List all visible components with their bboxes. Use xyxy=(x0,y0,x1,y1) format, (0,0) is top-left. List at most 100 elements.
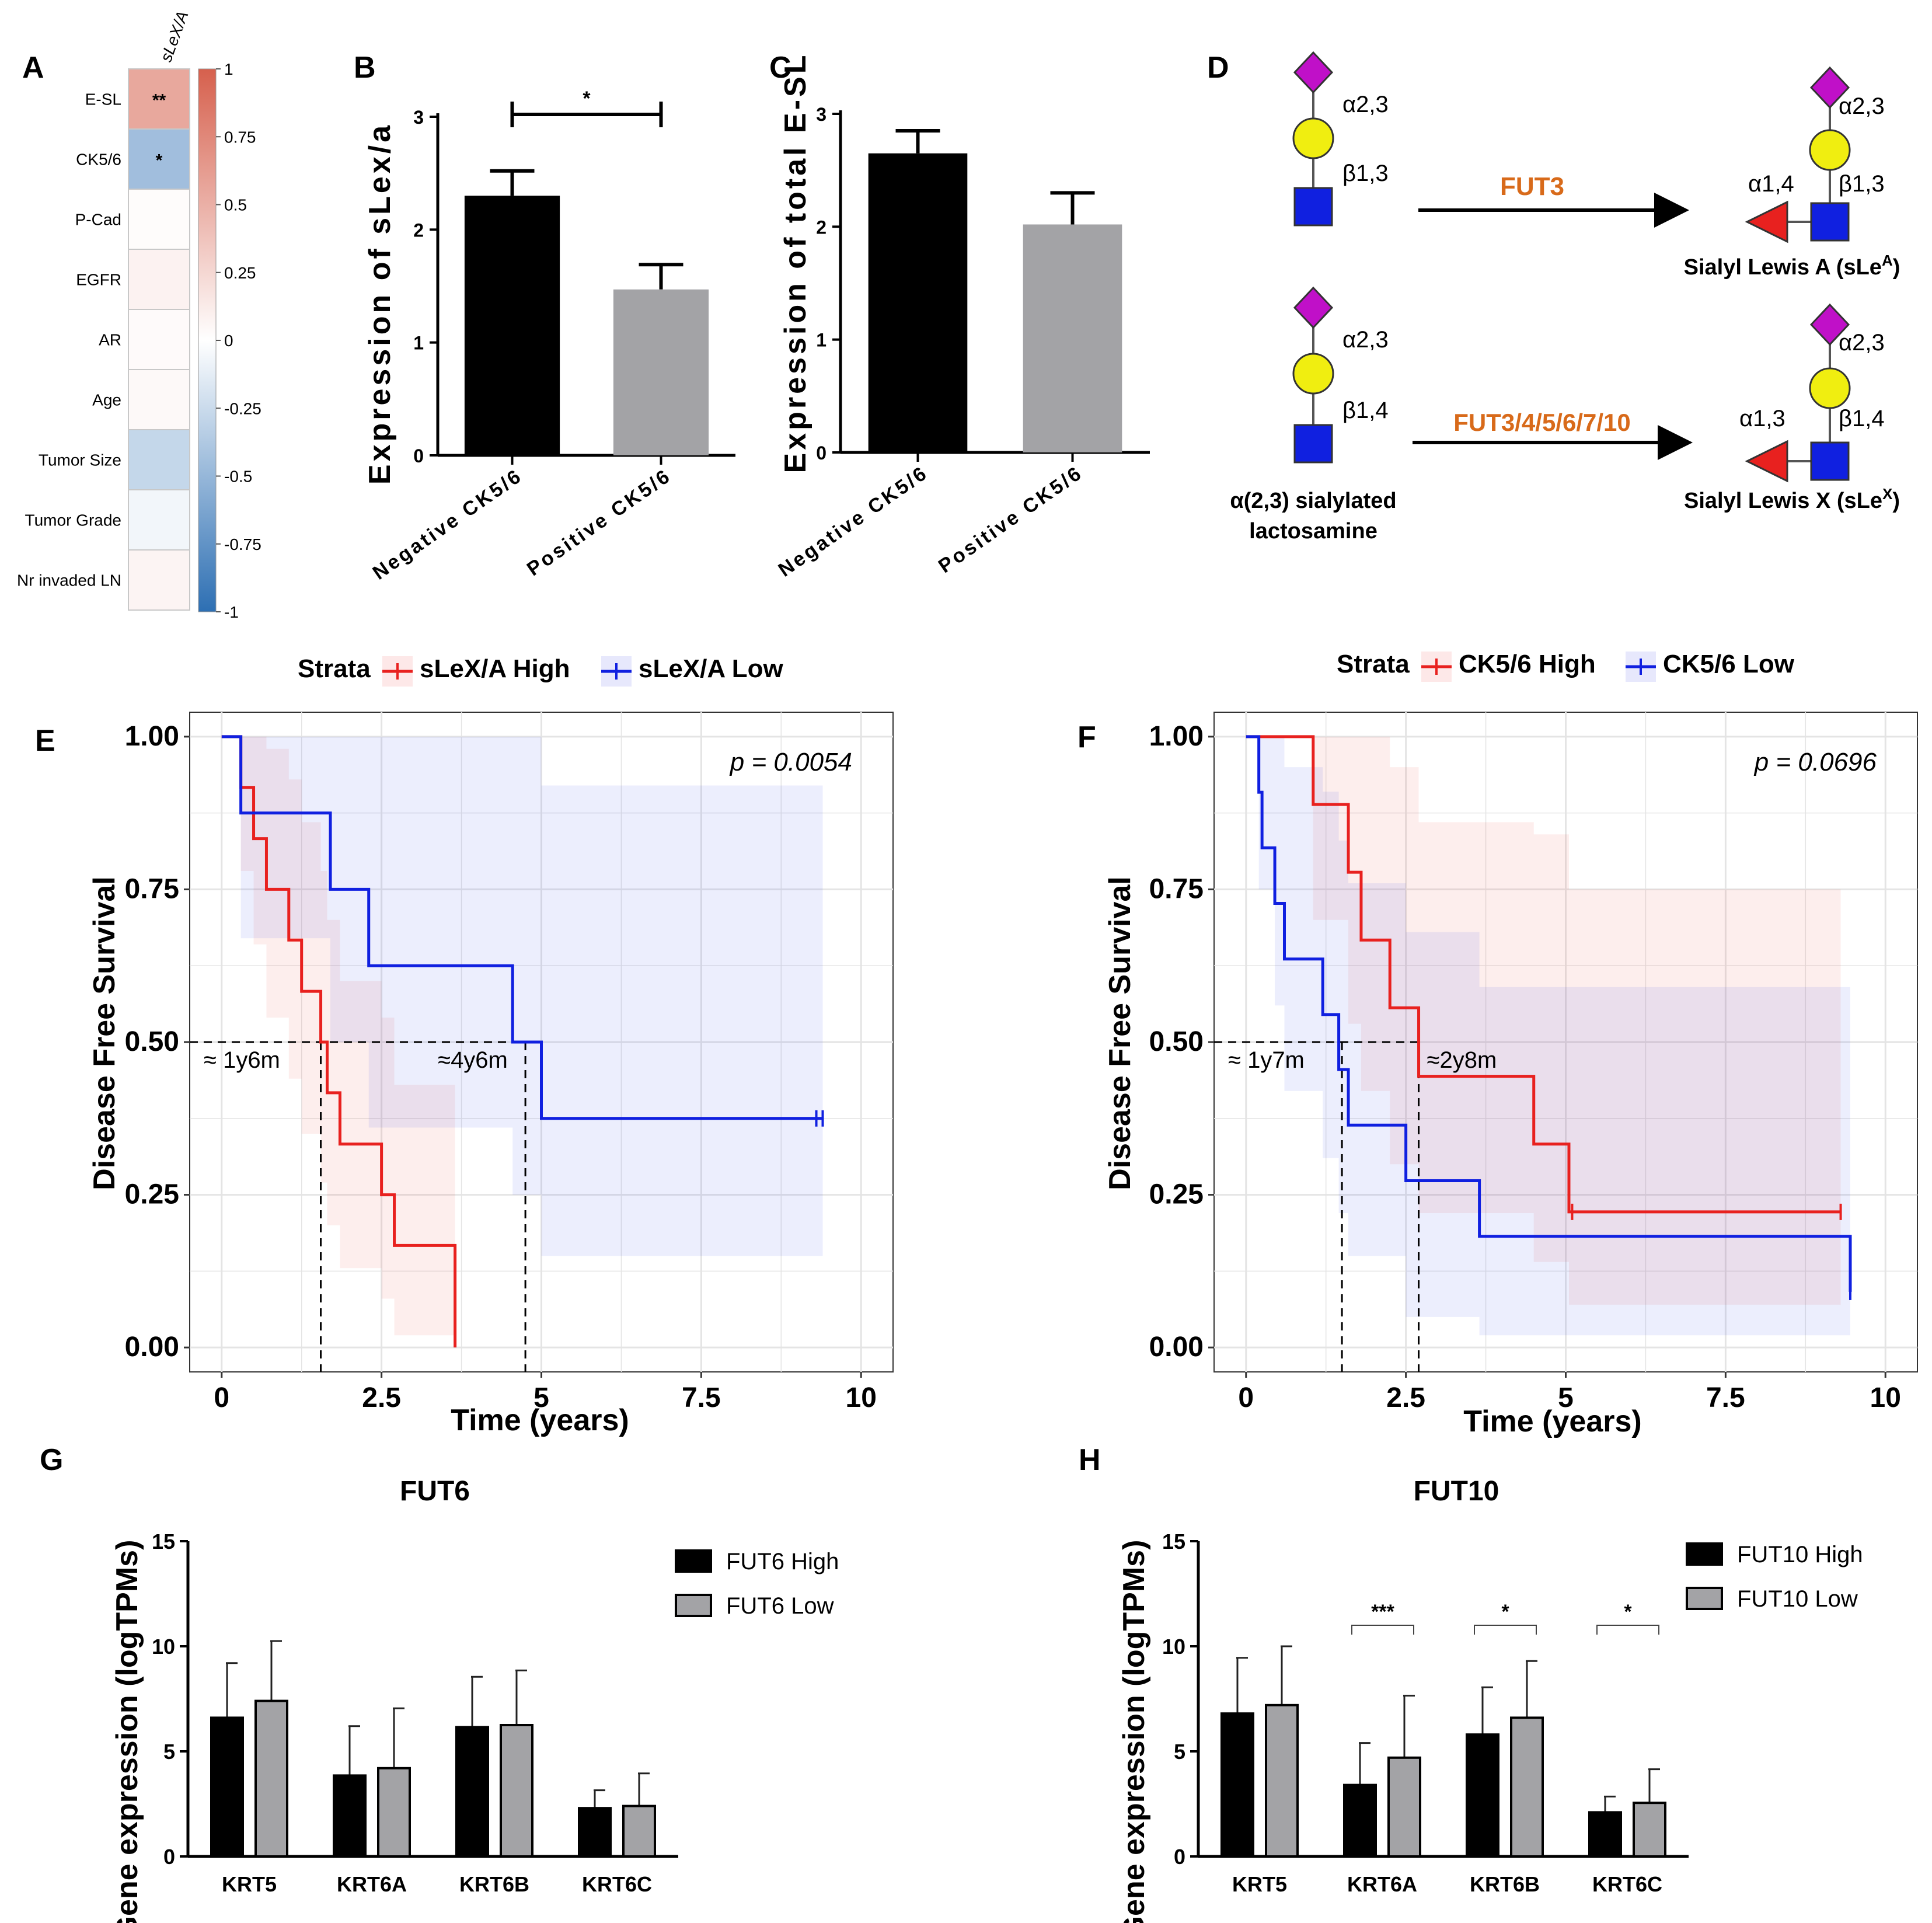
glcnac-square-icon xyxy=(1293,424,1333,464)
bar xyxy=(1633,1802,1666,1858)
bar xyxy=(1466,1733,1499,1858)
heatmap-column-label: sLeX/A xyxy=(157,9,192,64)
panel-label-f: F xyxy=(1077,720,1096,754)
heatmap-cell xyxy=(128,249,190,310)
heatmap-cell xyxy=(128,489,190,551)
panel-label-g: G xyxy=(40,1443,63,1477)
y-tick-label: 0 xyxy=(163,1845,175,1869)
bar xyxy=(868,153,968,453)
y-tick-label: 15 xyxy=(152,1530,175,1553)
x-tick-label: KRT6A xyxy=(337,1872,407,1896)
bar xyxy=(377,1767,411,1858)
y-tick-label: 0.25 xyxy=(125,1179,179,1210)
bar xyxy=(210,1716,244,1858)
link-label: β1,3 xyxy=(1839,171,1885,197)
enzyme-label-fut3-10: FUT3/4/5/6/7/10 xyxy=(1453,409,1631,436)
y-tick-label: 0.25 xyxy=(1149,1179,1204,1210)
y-tick-label: 0 xyxy=(1174,1845,1185,1869)
link-label: α2,3 xyxy=(1839,330,1885,356)
y-tick-label: 0 xyxy=(413,445,424,466)
heatmap-cell xyxy=(128,68,190,130)
heatmap-rows: E-SL ** CK5/6 * P-Cad EGFR AR Age Tumor Size Tumo… xyxy=(17,68,190,611)
link-label: α1,4 xyxy=(1748,171,1794,197)
heatmap-significance: * xyxy=(156,151,163,170)
x-tick-label: 10 xyxy=(846,1382,877,1413)
legend-title: Strata xyxy=(298,654,371,683)
panel-f-legend: Strata CK5/6 High CK5/6 Low xyxy=(1337,650,1795,682)
x-tick-label: Positive CK5/6 xyxy=(934,461,1087,577)
x-tick-label: KRT6A xyxy=(1347,1872,1417,1896)
confidence-band xyxy=(1246,736,1850,1336)
p-value: p = 0.0696 xyxy=(1753,748,1877,776)
panel-g-title: FUT6 xyxy=(400,1476,470,1507)
x-tick-label: Negative CK5/6 xyxy=(775,461,932,581)
panel-c-ylabel: Expression of total E-SL xyxy=(779,53,812,473)
survival-curve xyxy=(221,735,823,1120)
panel-e-ylabel: Disease Free Survival xyxy=(88,876,121,1190)
heatmap-cell xyxy=(128,189,190,250)
colorbar-tick-label: 0 xyxy=(224,332,233,350)
significance-marker: * xyxy=(1501,1601,1509,1623)
legend-label: CK5/6 Low xyxy=(1663,650,1795,678)
y-tick-label: 0.50 xyxy=(1149,1026,1204,1057)
heatmap-row-label: CK5/6 xyxy=(76,151,121,169)
panel-label-e: E xyxy=(35,724,55,758)
panel-label-h: H xyxy=(1079,1443,1101,1477)
x-tick-label: 10 xyxy=(1870,1382,1901,1413)
heatmap-cell xyxy=(128,128,190,190)
x-tick-label: KRT5 xyxy=(222,1872,277,1896)
panel-label-d: D xyxy=(1207,51,1229,85)
heatmap-row-label: E-SL xyxy=(85,90,121,109)
y-tick-label: 0.75 xyxy=(1149,873,1204,904)
link-label: α2,3 xyxy=(1342,92,1389,117)
link-label: β1,4 xyxy=(1342,398,1389,423)
heatmap-cell xyxy=(128,549,190,611)
colorbar-tick-label: -0.25 xyxy=(224,399,261,417)
y-tick-label: 10 xyxy=(1162,1635,1185,1659)
galactose-circle-icon xyxy=(1292,117,1334,159)
galactose-circle-icon xyxy=(1292,353,1334,395)
panel-g-ylabel: Gene expression (logTPMs) xyxy=(110,1540,144,1923)
fucose-triangle-icon xyxy=(1745,440,1788,483)
panel-label-c: C xyxy=(769,51,791,85)
substrate-name-line2: lactosamine xyxy=(1249,519,1377,544)
heatmap-row-label: P-Cad xyxy=(75,211,121,229)
x-tick-label: KRT6C xyxy=(1592,1872,1662,1896)
bar xyxy=(1510,1716,1544,1858)
bar xyxy=(455,1726,489,1858)
legend-swatch xyxy=(675,1549,712,1573)
x-tick-label: 7.5 xyxy=(682,1382,721,1413)
legend-label: FUT6 High xyxy=(726,1549,839,1574)
galactose-circle-icon xyxy=(1809,129,1851,171)
panel-h-bar-chart: FUT10 Gene expression (logTPMs) 0 5 10 15 KR… xyxy=(1117,1476,1863,1923)
y-tick-label: 5 xyxy=(163,1740,175,1764)
legend-label: FUT10 High xyxy=(1737,1542,1863,1567)
legend-swatch xyxy=(1686,1542,1723,1566)
heatmap-cell xyxy=(128,369,190,430)
y-tick-label: 0.00 xyxy=(1149,1332,1204,1363)
significance-marker: *** xyxy=(1371,1601,1394,1623)
y-tick-label: 1.00 xyxy=(125,721,179,752)
heatmap-row-label: Nr invaded LN xyxy=(17,572,121,590)
bar xyxy=(622,1804,656,1858)
y-tick-label: 1 xyxy=(413,333,424,354)
legend-swatch xyxy=(675,1594,712,1617)
heatmap-cell xyxy=(128,429,190,490)
bar xyxy=(333,1774,367,1858)
panel-e-survival-plot: Strata sLeX/A High sLeX/A Low ≈ 1y6m ≈4y6m p… xyxy=(88,654,894,1437)
bar xyxy=(1588,1811,1622,1858)
substrate-name-line1: α(2,3) sialylated xyxy=(1230,489,1396,513)
colorbar-tick-label: 0.5 xyxy=(224,196,247,214)
median-label: ≈ 1y6m xyxy=(204,1047,280,1073)
x-tick-label: KRT6B xyxy=(1470,1872,1540,1896)
survival-curve xyxy=(1246,735,1852,1292)
sialic-acid-diamond-icon xyxy=(1809,303,1850,346)
glcnac-square-icon xyxy=(1810,202,1850,242)
panel-h-ylabel: Gene expression (logTPMs) xyxy=(1117,1540,1151,1923)
bar xyxy=(500,1724,533,1858)
x-tick-label: Positive CK5/6 xyxy=(523,464,675,580)
significance-marker: * xyxy=(583,88,591,110)
link-label: α2,3 xyxy=(1342,327,1389,353)
colorbar-tick-label: 0.25 xyxy=(224,264,256,282)
